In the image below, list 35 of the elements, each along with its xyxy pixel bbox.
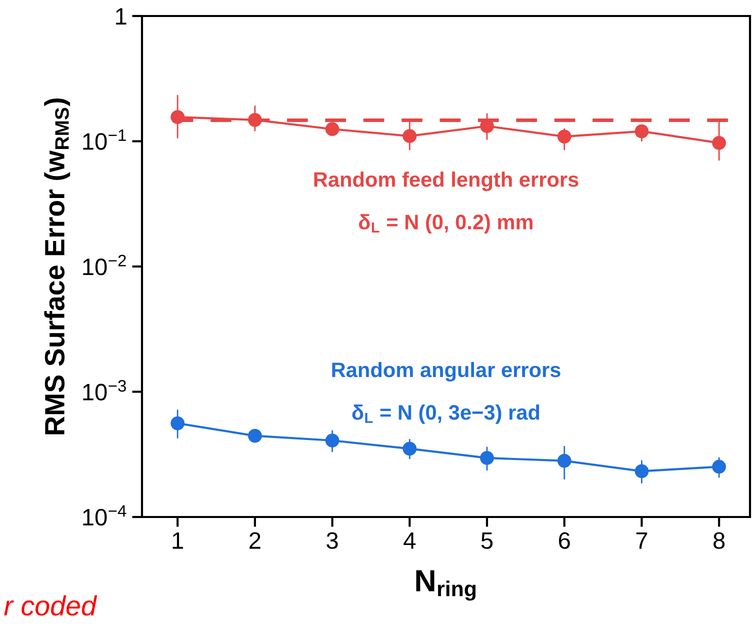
y-tick-label: 10$^{−4}$ xyxy=(83,505,126,526)
y-tick-label: 1 xyxy=(116,8,126,25)
x-tick-label: 8 xyxy=(714,532,725,549)
x-tick-label: 3 xyxy=(326,532,338,549)
y-axis-title: RMS Surface Error (w$_{RMS}$) xyxy=(44,98,70,434)
point xyxy=(634,124,649,138)
x-tick-label: 4 xyxy=(404,532,416,549)
x-tick-label: 5 xyxy=(481,532,493,549)
x-axis-title: N$_{ring}$ xyxy=(416,570,476,601)
point xyxy=(325,122,340,136)
annotation: δ$_{L}$ = N (0, 3e−3) rad xyxy=(352,404,540,424)
point xyxy=(712,136,726,150)
point xyxy=(170,110,185,124)
point xyxy=(480,451,494,465)
point xyxy=(248,112,262,127)
y-tick-label: 10$^{−1}$ xyxy=(83,130,126,150)
text: r coded xyxy=(4,595,98,616)
point xyxy=(170,416,185,430)
point xyxy=(634,464,649,478)
point xyxy=(248,428,262,443)
point xyxy=(712,460,726,474)
text: Random angular errors xyxy=(332,362,560,382)
point xyxy=(402,129,417,144)
x-tick-label: 2 xyxy=(250,532,260,549)
point xyxy=(557,130,572,144)
y-tick-label: 10$^{−2}$ xyxy=(83,254,126,276)
x-tick-label: 6 xyxy=(558,532,570,549)
series-label: Random feed length errors xyxy=(314,172,578,192)
point xyxy=(557,454,572,468)
y-tick-label: 10$^{−3}$ xyxy=(83,380,126,401)
point xyxy=(402,442,417,456)
annotation: δ$_{L}$ = N (0, 0.2) mm xyxy=(358,214,532,234)
x-tick-label: 1 xyxy=(172,532,183,549)
point xyxy=(325,434,340,448)
x-tick-label: 7 xyxy=(636,532,648,549)
